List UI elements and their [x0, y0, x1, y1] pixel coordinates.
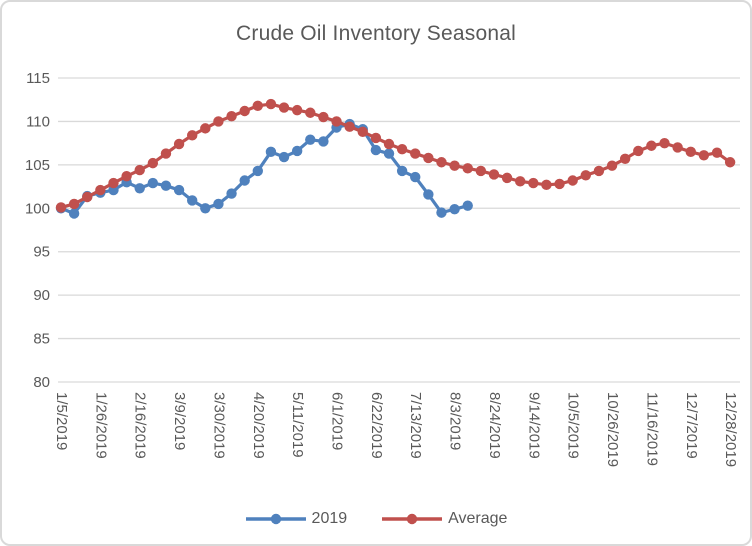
- legend-item-average[interactable]: Average: [381, 510, 507, 528]
- legend-line-marker-icon: [382, 513, 443, 525]
- chart-title: Crude Oil Inventory Seasonal: [236, 22, 516, 45]
- svg-text:7/13/2019: 7/13/2019: [407, 392, 424, 459]
- legend-label-average: Average: [448, 510, 508, 527]
- svg-text:10/5/2019: 10/5/2019: [565, 392, 582, 459]
- x-axis-labels: 1/5/2019 1/26/2019 2/16/2019 3/9/2019 3/30/2…: [53, 392, 739, 467]
- series-2019: [55, 118, 473, 219]
- svg-text:90: 90: [33, 287, 50, 304]
- legend-item-2019[interactable]: 2019: [245, 510, 348, 528]
- legend-label-2019: 2019: [311, 510, 348, 527]
- svg-text:1/5/2019: 1/5/2019: [53, 392, 70, 450]
- svg-text:2/16/2019: 2/16/2019: [132, 392, 149, 459]
- svg-text:8/3/2019: 8/3/2019: [447, 392, 464, 450]
- svg-text:105: 105: [25, 157, 50, 174]
- svg-text:100: 100: [25, 200, 50, 217]
- svg-text:12/7/2019: 12/7/2019: [683, 392, 700, 459]
- svg-text:9/14/2019: 9/14/2019: [525, 392, 542, 459]
- svg-text:95: 95: [33, 244, 50, 261]
- svg-text:6/22/2019: 6/22/2019: [368, 392, 385, 459]
- series-Average: [55, 98, 736, 213]
- svg-text:110: 110: [26, 113, 50, 130]
- svg-text:5/11/2019: 5/11/2019: [289, 392, 306, 458]
- svg-text:3/30/2019: 3/30/2019: [210, 392, 227, 459]
- y-axis-labels: 80 85 90 95 100 105 110 115: [25, 70, 50, 391]
- svg-text:6/1/2019: 6/1/2019: [329, 392, 346, 450]
- svg-text:1/26/2019: 1/26/2019: [92, 392, 109, 459]
- svg-text:80: 80: [33, 374, 50, 391]
- legend: 2019 Average: [2, 510, 750, 528]
- svg-text:11/16/2019: 11/16/2019: [643, 392, 660, 466]
- svg-text:3/9/2019: 3/9/2019: [171, 392, 188, 450]
- svg-text:4/20/2019: 4/20/2019: [250, 392, 267, 459]
- gridlines: [58, 77, 740, 383]
- svg-text:8/24/2019: 8/24/2019: [486, 392, 503, 459]
- svg-text:85: 85: [33, 331, 50, 348]
- svg-text:10/26/2019: 10/26/2019: [604, 392, 621, 467]
- legend-line-marker-icon: [245, 513, 306, 525]
- svg-text:115: 115: [26, 70, 50, 87]
- svg-text:12/28/2019: 12/28/2019: [722, 392, 739, 467]
